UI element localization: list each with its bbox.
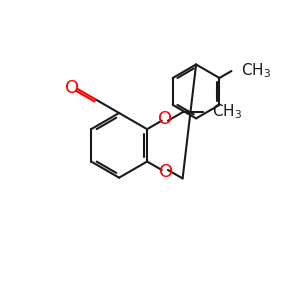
Text: O: O [158, 110, 172, 128]
Text: CH$_3$: CH$_3$ [241, 61, 271, 80]
Text: O: O [64, 79, 79, 97]
Text: O: O [159, 163, 173, 181]
Text: CH$_3$: CH$_3$ [212, 102, 242, 121]
